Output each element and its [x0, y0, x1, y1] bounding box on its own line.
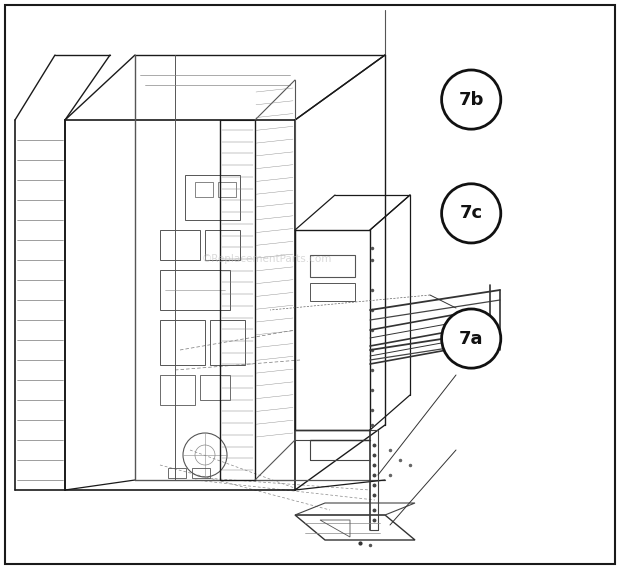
Bar: [210, 320, 245, 365]
Bar: [195, 182, 213, 197]
Bar: [160, 270, 230, 310]
Bar: [160, 375, 195, 405]
Bar: [205, 230, 240, 260]
Text: 7c: 7c: [459, 204, 483, 222]
Bar: [160, 320, 205, 365]
Text: 7b: 7b: [459, 90, 484, 109]
Bar: [218, 182, 236, 197]
Text: ©ReplacementParts.com: ©ReplacementParts.com: [202, 254, 332, 264]
Text: 7a: 7a: [459, 329, 484, 348]
Circle shape: [441, 70, 501, 129]
Bar: [185, 175, 240, 220]
Bar: [310, 283, 355, 301]
Circle shape: [441, 309, 501, 368]
Bar: [310, 255, 355, 277]
Circle shape: [441, 184, 501, 243]
Bar: [168, 468, 186, 478]
Bar: [200, 375, 230, 400]
Bar: [192, 468, 210, 478]
Bar: [160, 230, 200, 260]
